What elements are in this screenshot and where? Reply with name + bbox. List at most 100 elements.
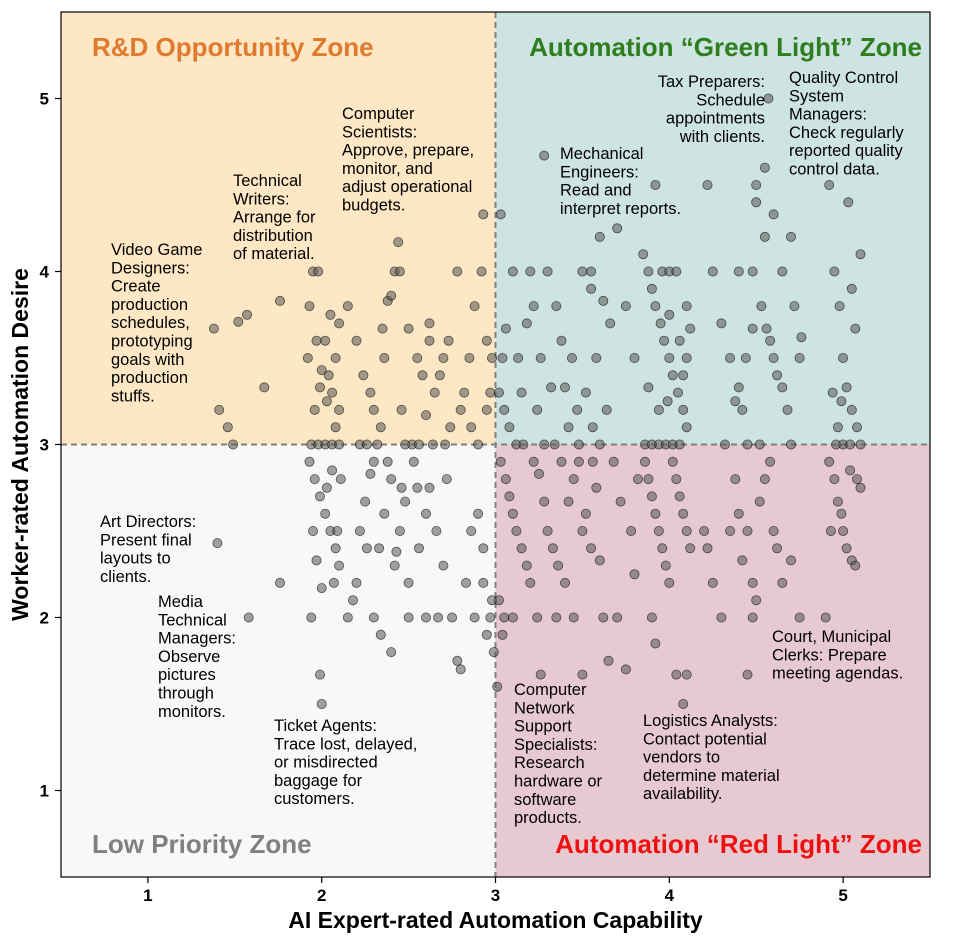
annotation-line: goals with [111,351,184,369]
annotation-line: control data. [789,161,880,179]
data-point [733,508,744,519]
annotation-qc-managers: Quality Control System Managers: Check regu… [789,69,904,179]
data-point [730,396,741,407]
data-point [504,422,515,433]
data-point [643,266,654,277]
data-point [447,612,458,623]
data-point [342,612,353,623]
data-point [825,526,836,537]
annotation-line: clients. [100,568,151,586]
data-point [845,439,856,450]
data-point [516,387,527,398]
data-point [532,404,543,415]
annotation-line: customers. [274,790,355,808]
annotation-line: monitor, and [342,160,433,178]
data-point [612,223,623,234]
data-point [212,538,223,549]
data-point [539,150,550,161]
data-point [495,209,506,220]
data-point [330,422,341,433]
data-point [646,612,657,623]
annotation-line: with clients. [679,128,765,146]
data-point [321,482,332,493]
annotation-line: monitors. [158,703,226,721]
data-point [702,179,713,190]
data-point [747,266,758,277]
data-point [334,404,345,415]
data-point [671,266,682,277]
data-point [316,365,327,376]
data-point [424,335,435,346]
data-point [351,335,362,346]
data-point [360,496,371,507]
data-point [400,439,411,450]
data-point [403,323,414,334]
data-point [542,526,553,537]
data-point [568,612,579,623]
data-point [358,370,369,381]
annotation-line: prototyping [111,333,193,351]
x-tick-label: 5 [838,886,847,905]
data-point [347,595,358,606]
data-point [563,422,574,433]
data-point [327,465,338,476]
data-point [481,404,492,415]
data-point [754,496,765,507]
data-point [259,382,270,393]
y-tick-label: 4 [40,263,50,282]
data-point [674,335,685,346]
annotation-line: Managers: [789,106,867,124]
data-point [379,352,390,363]
data-point [782,404,793,415]
data-point [768,209,779,220]
data-point [469,612,480,623]
data-point [832,496,843,507]
data-point [332,526,343,537]
data-point [274,577,285,588]
data-point [664,577,675,588]
annotation-line: pictures [158,666,216,684]
data-point [681,526,692,537]
data-point [361,439,372,450]
y-tick-label: 2 [40,609,49,628]
data-point [650,638,661,649]
data-point [379,508,390,519]
data-point [440,439,451,450]
data-point [228,439,239,450]
data-point [662,396,673,407]
data-point [473,508,484,519]
data-point [476,266,487,277]
data-point [615,496,626,507]
data-point [836,396,847,407]
data-point [431,526,442,537]
data-point [659,335,670,346]
annotation-line: adjust operational [342,178,472,196]
annotation-line: Trace lost, delayed, [274,735,417,753]
data-point [556,335,567,346]
data-point [786,439,797,450]
annotation-line: meeting agendas. [772,665,903,683]
data-point [601,404,612,415]
annotation-line: Arrange for [233,209,316,227]
data-point [777,266,788,277]
data-point [518,439,529,450]
data-point [330,352,341,363]
data-point [640,456,651,467]
data-point [572,404,583,415]
data-point [702,543,713,554]
annotation-mech-eng: Mechanical Engineers: Read and interpret re… [560,145,681,218]
annotation-line: Present final [100,531,192,549]
data-point [434,370,445,381]
annotation-line: Tax Preparers: [658,73,765,91]
data-point [580,387,591,398]
data-point [469,301,480,312]
data-point [653,526,664,537]
data-point [586,283,597,294]
data-point [208,323,219,334]
annotation-line: Scientists: [342,123,417,141]
data-point [845,465,856,476]
data-point [535,352,546,363]
data-point [587,456,598,467]
y-tick-label: 3 [40,436,49,455]
annotation-line: Contact potential [643,730,767,748]
